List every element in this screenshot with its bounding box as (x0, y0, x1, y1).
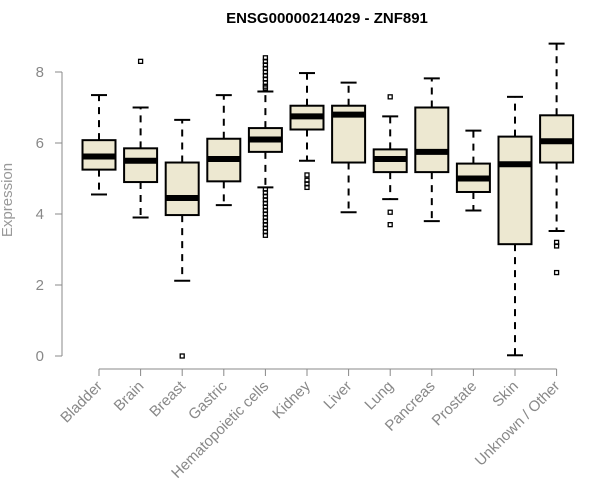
iqr-box (497, 135, 533, 246)
y-tick-label: 8 (36, 64, 44, 81)
box-brain (123, 58, 159, 219)
iqr-box (123, 147, 159, 184)
box-hematopoietic-cells (247, 55, 283, 238)
y-axis-label: Expression (0, 163, 16, 237)
box-breast (164, 118, 200, 359)
outlier-point (387, 209, 393, 215)
box-liver (331, 81, 367, 214)
x-tick-label: Bladder (57, 378, 106, 427)
y-axis: 0 2 4 6 8 (36, 64, 63, 365)
x-tick-label: Prostate (429, 378, 481, 430)
x-tick-label: Lung (361, 378, 397, 414)
chart-title: ENSG00000214029 - ZNF891 (226, 10, 428, 27)
x-tick-label: Brain (111, 378, 148, 415)
box-kidney (289, 72, 325, 191)
iqr-box (164, 161, 200, 217)
box-series (81, 42, 575, 359)
y-tick-label: 2 (36, 277, 44, 294)
outlier-point (553, 269, 560, 276)
box-pancreas (414, 77, 450, 223)
x-tick-label: Kidney (269, 377, 314, 422)
box-skin (497, 95, 533, 357)
outlier-point (387, 221, 393, 228)
box-bladder (81, 94, 117, 196)
iqr-box (414, 106, 450, 174)
y-tick-label: 4 (36, 206, 44, 223)
outlier-point (137, 58, 144, 64)
outlier-point (304, 184, 310, 191)
box-gastric (206, 94, 242, 207)
box-prostate (455, 129, 491, 212)
x-tick-label: Skin (489, 378, 522, 411)
x-tick-label: Breast (146, 377, 189, 420)
outlier-point (262, 85, 269, 91)
outlier-point (304, 172, 310, 178)
box-unknown-other (539, 42, 575, 276)
outlier-point (387, 94, 393, 100)
y-tick-label: 0 (36, 348, 44, 365)
outlier-point (179, 353, 185, 359)
box-lung (372, 94, 408, 228)
y-tick-label: 6 (36, 135, 44, 152)
x-tick-label: Liver (320, 378, 355, 413)
outlier-point (553, 243, 560, 249)
outlier-point (262, 232, 269, 238)
